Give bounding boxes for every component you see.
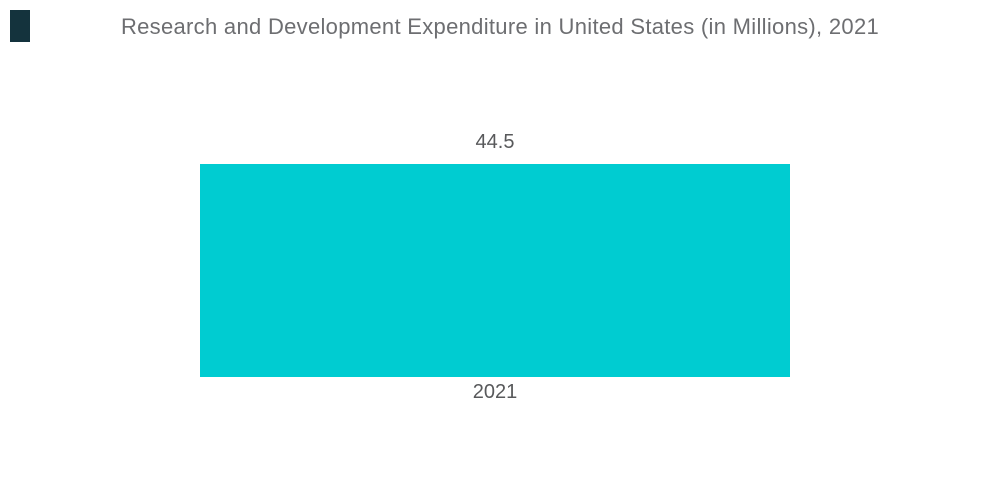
plot-area: 44.5 2021 [200,0,790,504]
x-axis-category-label: 2021 [472,381,518,403]
bar-value-label: 44.5 [475,131,515,153]
brand-logo-mark-icon [10,10,30,42]
chart-title: Research and Development Expenditure in … [120,14,880,39]
bar-2021[interactable] [200,164,790,377]
